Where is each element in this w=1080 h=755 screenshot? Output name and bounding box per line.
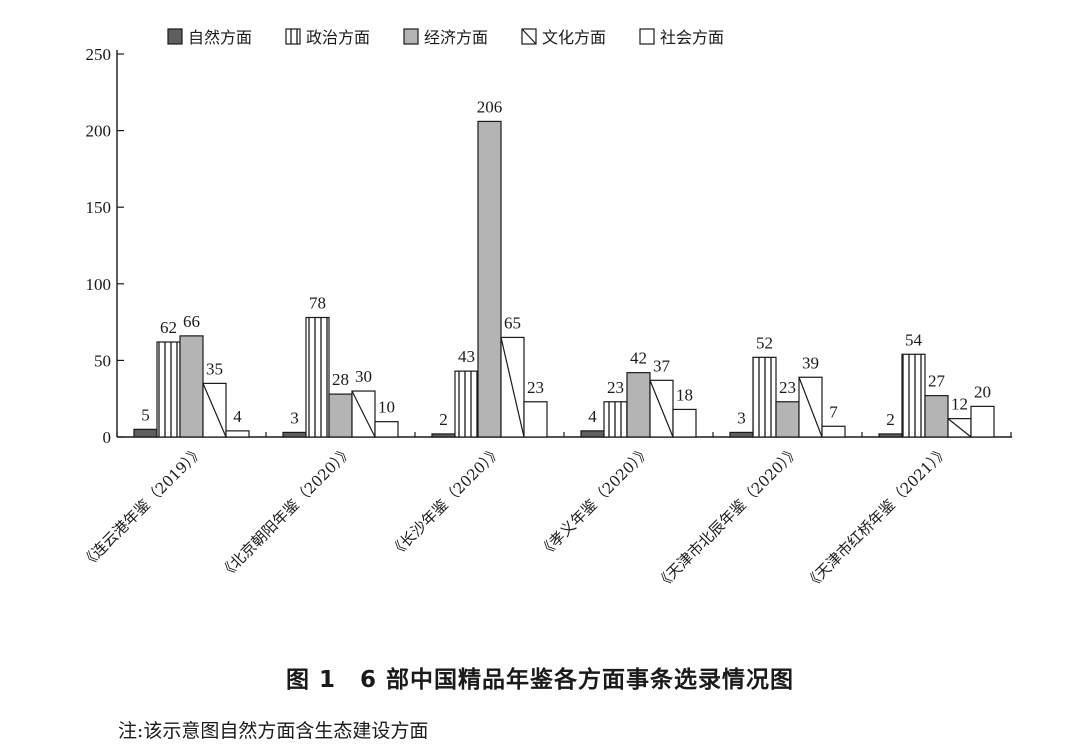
bar-hatch-diagonal [351,390,376,438]
y-tick-label: 0 [103,428,112,447]
data-label: 23 [779,378,796,397]
bar-natural [729,431,754,438]
bar-hatch-diagonal [500,337,525,438]
bar-political [752,356,777,438]
bar-hatch-diagonal [649,380,674,438]
data-label: 35 [206,359,223,378]
category-labels: 《连云港年鉴（2019）》 《北京朝阳年鉴（2020）》 《长沙年鉴（2020）》《… [77,442,952,593]
data-label: 20 [974,382,991,401]
bar-natural [431,433,456,438]
data-label: 5 [141,405,150,424]
data-label: 42 [630,349,647,368]
chart-note: 注:该示意图自然方面含生态建设方面 [118,720,429,742]
bar-social [821,425,846,438]
category-label: 《北京朝阳年鉴（2020）》 [216,442,356,582]
bar-political [603,401,628,438]
bar-political [454,370,479,438]
bar-social [225,430,250,438]
legend-label-economic: 经济方面 [424,28,488,47]
chart-title: 图 1 6 部中国精品年鉴各方面事条选录情况图 [285,667,795,693]
bar-political [901,353,926,438]
category-label: 《天津市北辰年鉴（2020）》 [652,442,803,593]
data-label: 23 [607,378,624,397]
legend-swatch-social [639,28,655,45]
data-label: 37 [653,356,671,375]
bar-political [156,341,181,438]
bar-economic [924,395,949,438]
data-label: 3 [737,408,746,427]
y-tick-label: 200 [86,122,112,141]
category-label: 《孝义年鉴（2020）》 [535,442,654,561]
data-label: 18 [676,385,693,404]
bar-natural [878,433,903,438]
data-label: 30 [355,367,372,386]
legend-swatch-political [285,28,301,45]
bar-social [672,408,697,438]
data-label: 12 [951,395,968,414]
bar-social [970,405,995,438]
data-label: 3 [290,408,299,427]
data-label: 2 [886,410,895,429]
y-tick-label: 150 [86,198,112,217]
bar-political [305,316,330,438]
legend-swatch-natural [167,28,183,45]
legend-swatch-economic [403,28,419,45]
legend-label-natural: 自然方面 [188,28,252,47]
data-label: 39 [802,353,819,372]
axes: 0 50 100 150 200 250 [86,45,1012,447]
y-tick-label: 250 [86,45,112,64]
data-label: 23 [527,378,544,397]
legend-swatch-diagonal [521,28,537,45]
data-label: 27 [928,372,946,391]
category-label: 《天津市红桥年鉴（2021）》 [801,442,952,593]
category-label: 《长沙年鉴（2020）》 [386,442,505,561]
legend-label-political: 政治方面 [306,28,370,47]
data-label: 66 [183,312,200,331]
bar-economic [626,372,651,438]
y-tick-label: 100 [86,275,112,294]
bar-hatch-diagonal [947,418,972,438]
bar-natural [282,431,307,438]
bar-social [374,421,399,438]
data-label: 52 [756,333,773,352]
bar-economic [775,401,800,438]
data-label: 10 [378,398,395,417]
bar-hatch-diagonal [202,383,227,438]
bar-natural [580,430,605,438]
bar-chart: 自然方面 政治方面 经济方面 文化方面 社会方面 0 50 100 150 200 250 5 3 2… [77,28,1012,593]
bar-economic [477,120,502,438]
data-label: 4 [588,407,597,426]
data-label: 65 [504,313,521,332]
data-label: 78 [309,294,326,313]
data-label: 4 [233,407,242,426]
y-tick-label: 50 [94,351,111,370]
data-label: 54 [905,330,923,349]
data-label: 28 [332,370,349,389]
data-label: 7 [829,402,838,421]
legend-label-cultural: 文化方面 [542,28,606,47]
bar-hatch-diagonal [798,377,823,438]
bar-economic [179,335,204,438]
category-label: 《连云港年鉴（2019）》 [77,442,207,572]
data-label: 62 [160,318,177,337]
data-label: 43 [458,347,475,366]
bar-social [523,401,548,438]
legend-label-social: 社会方面 [660,28,724,47]
data-label: 206 [477,97,503,116]
data-label: 2 [439,410,448,429]
bar-economic [328,393,353,438]
legend: 自然方面 政治方面 经济方面 文化方面 社会方面 [167,28,724,47]
bars [133,120,995,438]
bar-natural [133,428,158,438]
